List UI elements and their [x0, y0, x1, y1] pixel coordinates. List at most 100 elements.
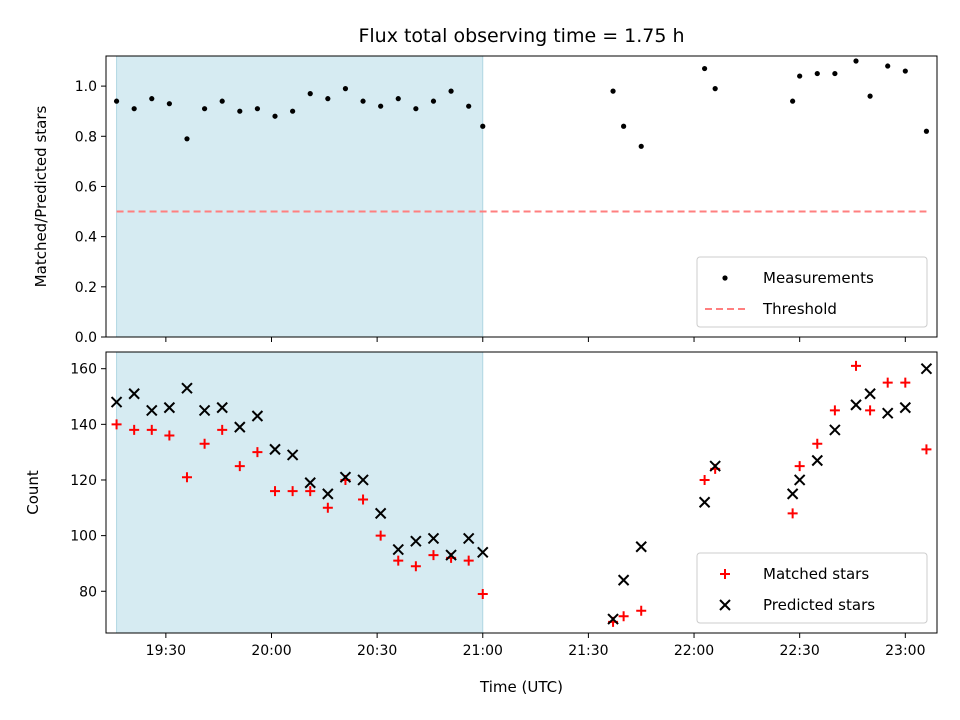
measurement-point [638, 143, 644, 149]
matched-star-point [851, 360, 862, 371]
predicted-star-point [322, 488, 334, 500]
legend-marker [719, 599, 731, 611]
predicted-star-point [829, 424, 841, 436]
x-tick-label: 19:30 [146, 643, 186, 659]
predicted-star-point [920, 362, 933, 375]
y-tick-label: 0.8 [75, 129, 97, 145]
matched-star-point [393, 555, 404, 566]
measurement-point [610, 88, 616, 94]
predicted-star-point [786, 488, 799, 500]
measurement-point [923, 128, 930, 134]
predicted-star-point [374, 507, 387, 520]
legend-entry: Measurements [722, 269, 874, 287]
y-tick-label: 100 [70, 529, 97, 545]
matched-star-point [900, 377, 911, 388]
y-axis-label: Count [24, 470, 42, 515]
predicted-star-point [304, 477, 316, 489]
matched-star-point [428, 550, 439, 561]
measurement-point [166, 101, 172, 107]
legend-label: Threshold [762, 300, 837, 318]
legend-box [696, 552, 928, 624]
measurement-point [448, 88, 454, 94]
legend-label: Matched stars [763, 565, 869, 583]
measurement-point [342, 86, 349, 92]
matched-star-point [410, 561, 421, 572]
matched-star-point [882, 377, 893, 388]
matched-star-point [129, 424, 140, 435]
predicted-star-point [410, 535, 422, 547]
bottom-panel: 80 100 120 140 160 19:30 20:00 20:30 21:00 21:30 2… [24, 351, 938, 696]
measurement-point [325, 96, 331, 102]
predicted-star-point [811, 454, 823, 467]
predicted-star-point [445, 549, 457, 561]
measurement-point [131, 106, 137, 112]
matched-star-point [699, 474, 710, 485]
y-tick-label: 160 [70, 362, 97, 378]
y-tick-label: 0.2 [75, 280, 97, 296]
measurement-point [885, 63, 891, 69]
predicted-star-point [392, 543, 404, 556]
series-predicted-stars [110, 362, 933, 625]
predicted-star-point [698, 496, 711, 508]
matched-star-point [636, 605, 647, 616]
measurement-point [867, 93, 873, 99]
predicted-star-point [850, 399, 862, 411]
predicted-star-point [427, 532, 440, 545]
x-tick-label: 22:00 [674, 643, 714, 659]
measurement-point [814, 70, 820, 77]
measurement-point [237, 108, 243, 114]
x-tick-label: 22:30 [779, 643, 819, 659]
measurement-point [395, 96, 401, 102]
y-tick-label: 80 [79, 584, 97, 600]
shaded-span [116, 55, 484, 338]
measurement-point [290, 108, 296, 114]
matched-star-point [463, 555, 474, 566]
legend-marker [720, 569, 730, 579]
matched-star-point [199, 438, 210, 449]
x-axis-label: Time (UTC) [479, 678, 563, 696]
shaded-span [116, 351, 484, 634]
predicted-star-point [216, 401, 228, 414]
matched-star-point [181, 472, 192, 483]
matched-star-point [375, 530, 386, 541]
matched-star-point [252, 447, 263, 458]
axes-frame [105, 55, 938, 338]
predicted-star-point [146, 404, 158, 417]
x-tick-label: 20:30 [357, 643, 397, 659]
predicted-star-point [635, 541, 647, 553]
x-tick-label: 21:30 [568, 643, 608, 659]
measurement-point [790, 98, 796, 104]
series-measurements [113, 58, 930, 149]
matched-star-point [794, 461, 805, 472]
measurement-point [254, 106, 261, 112]
matched-star-point [921, 444, 932, 455]
matched-star-point [287, 486, 298, 497]
matched-star-point [146, 424, 157, 435]
matched-star-point [111, 419, 122, 430]
predicted-star-point [163, 401, 176, 414]
matched-star-point [270, 486, 281, 497]
measurement-point [480, 123, 486, 129]
legend-label: Predicted stars [763, 596, 875, 614]
y-tick-label: 0.0 [75, 330, 97, 346]
matched-star-point [787, 508, 798, 519]
measurement-point [413, 106, 419, 112]
predicted-star-point [286, 449, 299, 461]
measurement-point [201, 106, 208, 112]
measurement-point [307, 91, 313, 97]
matched-star-point [305, 486, 316, 497]
predicted-star-point [899, 401, 912, 414]
matched-star-point [812, 438, 823, 449]
y-tick-label: 120 [70, 473, 97, 489]
measurement-point [219, 98, 225, 104]
y-tick-label: 0.4 [75, 230, 97, 246]
predicted-star-point [269, 443, 281, 456]
measurement-point [430, 98, 437, 104]
predicted-star-point [357, 474, 369, 486]
matched-star-point [477, 589, 488, 600]
chart-title: Flux total observing time = 1.75 h [358, 25, 684, 47]
legend-entry: Matched stars [720, 565, 869, 583]
measurement-point [853, 58, 859, 64]
measurement-point [702, 65, 708, 72]
